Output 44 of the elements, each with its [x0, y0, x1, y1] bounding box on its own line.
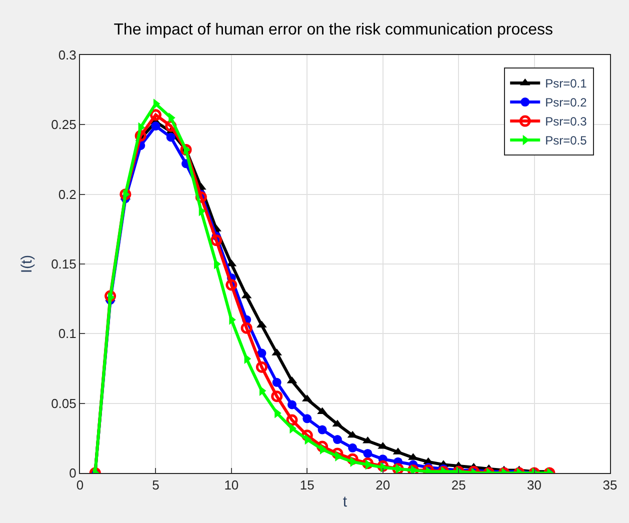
point	[272, 378, 282, 387]
point	[286, 414, 298, 426]
y-tick-label: 0	[69, 466, 76, 481]
legend-label: Psr=0.1	[545, 76, 588, 91]
point	[256, 320, 267, 328]
point	[302, 414, 312, 424]
y-tick-label: 0.05	[51, 396, 76, 411]
y-axis-title: I(t)	[18, 254, 36, 274]
legend-label: Psr=0.3	[545, 114, 588, 129]
point	[271, 390, 283, 402]
point	[362, 436, 373, 444]
point	[256, 361, 268, 373]
point	[226, 279, 238, 291]
point	[259, 386, 266, 396]
x-tick-label: 30	[527, 478, 542, 493]
point	[166, 132, 176, 142]
y-tick-label: 0.25	[51, 117, 76, 132]
point	[257, 348, 266, 358]
point	[348, 443, 358, 452]
point	[240, 322, 252, 334]
point	[363, 448, 372, 458]
x-tick-label: 20	[376, 478, 390, 493]
point	[150, 109, 162, 121]
y-tick-label: 0.3	[58, 48, 76, 63]
y-tick-label: 0.2	[58, 186, 76, 202]
x-tick-label: 5	[152, 478, 160, 493]
y-tick-label: 0.15	[51, 256, 76, 272]
point	[332, 435, 342, 444]
chart-title: The impact of human error on the risk communication process	[114, 22, 554, 39]
x-tick-label: 25	[451, 478, 466, 493]
point	[153, 98, 160, 109]
point	[288, 400, 296, 410]
point	[318, 425, 327, 434]
legend-label: Psr=0.5	[545, 134, 588, 148]
x-axis-title: t	[342, 494, 348, 511]
point	[244, 354, 252, 364]
x-tick-label: 35	[602, 478, 618, 493]
y-tick-label: 0.1	[58, 326, 76, 342]
point	[396, 464, 402, 473]
x-tick-label: 15	[300, 478, 314, 493]
point	[210, 234, 222, 246]
legend-label: Psr=0.2	[545, 96, 588, 110]
x-tick-label: 10	[224, 478, 239, 493]
point	[151, 122, 160, 131]
